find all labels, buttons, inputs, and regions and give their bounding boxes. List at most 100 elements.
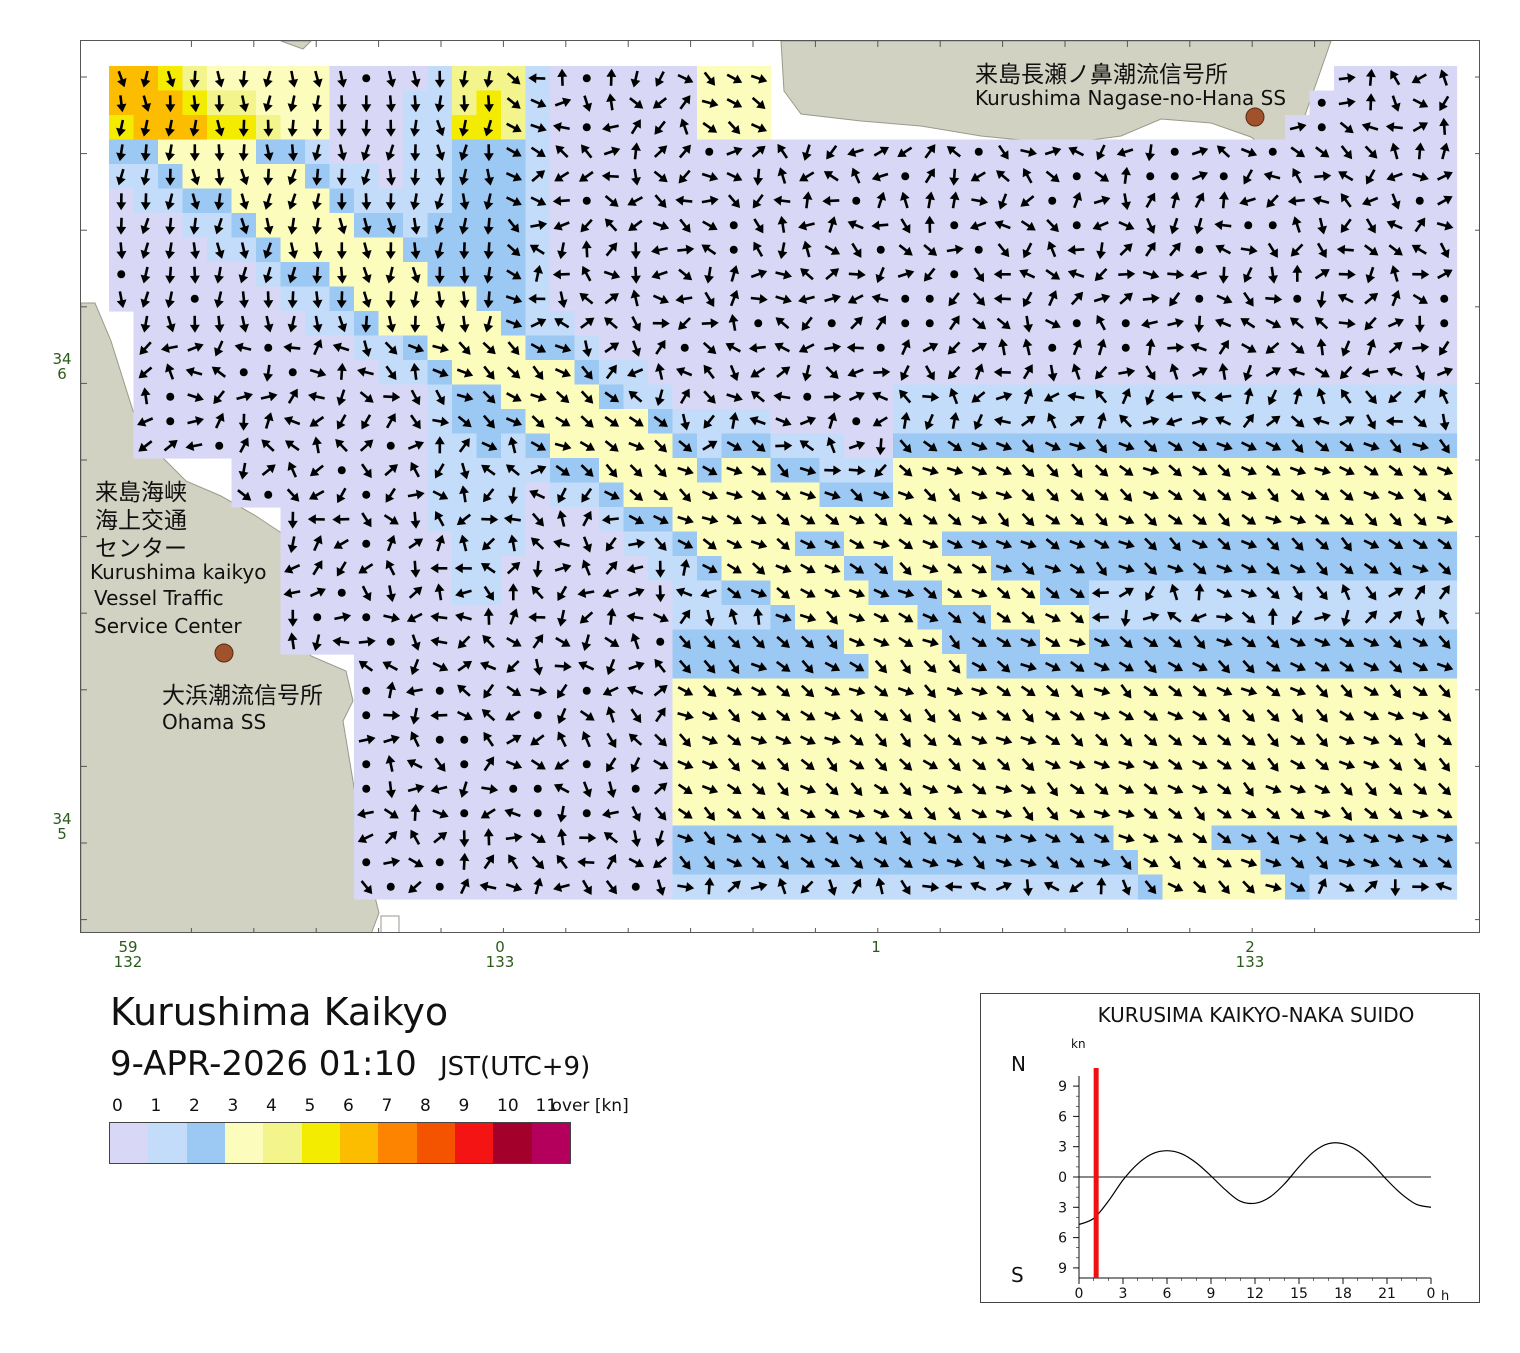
slack-point (876, 245, 885, 254)
slack-point (362, 711, 371, 720)
legend-swatch (186, 1123, 225, 1163)
slack-point (386, 441, 395, 450)
legend-swatch (301, 1123, 340, 1163)
slack-point (386, 882, 395, 891)
slack-point (1048, 196, 1057, 205)
legend-swatch (454, 1123, 494, 1163)
legend-tick-label: 1 (150, 1096, 162, 1116)
slack-point (362, 686, 371, 695)
slack-point (729, 245, 738, 254)
legend-swatch (339, 1123, 379, 1163)
slack-point (582, 760, 591, 769)
legend-tick-label: 4 (266, 1096, 277, 1116)
slack-point (1146, 172, 1155, 181)
current-map[interactable] (80, 40, 1480, 933)
slack-point (974, 147, 983, 156)
tide-chart-unit: kn (1071, 1037, 1086, 1051)
slack-point (362, 613, 371, 622)
legend-swatch (416, 1123, 455, 1163)
slack-point (1317, 123, 1326, 132)
slack-point (1440, 294, 1449, 303)
slack-point (362, 539, 371, 548)
slack-point (190, 294, 199, 303)
slack-point (435, 882, 444, 891)
slack-point (288, 368, 297, 377)
legend-tick-labels: 0 1 2 3 4 5 6 7 8 9 10 11 over [kn] (110, 1096, 670, 1118)
legend-swatch (148, 1123, 187, 1163)
tide-x-tick-label: 0 (1427, 1286, 1436, 1302)
tide-x-tick-label: 15 (1290, 1286, 1308, 1302)
legend-tick-label: 6 (343, 1096, 354, 1116)
tide-y-tick-label: 6 (1058, 1109, 1067, 1125)
legend-tick-label: 7 (381, 1096, 393, 1116)
slack-point (680, 343, 689, 352)
vts-label-en-line3: Service Center (94, 614, 242, 638)
lat-label-6: 34 6 (52, 350, 72, 383)
vts-label-en-line2: Vessel Traffic (94, 586, 224, 610)
tide-north-label: N (1011, 1052, 1026, 1076)
slack-point (705, 147, 714, 156)
slack-point (435, 686, 444, 695)
slack-point (264, 490, 273, 499)
slack-point (362, 858, 371, 867)
slack-point (166, 392, 175, 401)
slack-point (974, 245, 983, 254)
slack-point (950, 270, 959, 279)
legend-tick-label: 9 (458, 1096, 470, 1116)
legend-tick-label: 5 (304, 1096, 316, 1116)
legend-tick-label: 10 (497, 1096, 519, 1116)
slack-point (1268, 147, 1277, 156)
legend-tick-label: 0 (112, 1096, 123, 1116)
slack-point (533, 711, 542, 720)
slack-point (533, 809, 542, 818)
current-map-canvas (81, 41, 1479, 932)
legend-over-label: over [kn] (551, 1096, 629, 1116)
slack-point (852, 196, 861, 205)
legend-tick-label: 8 (420, 1096, 431, 1116)
slack-point (362, 760, 371, 769)
slack-point (803, 392, 812, 401)
legend-tick-label: 2 (189, 1096, 200, 1116)
slack-point (582, 74, 591, 83)
slack-point (215, 441, 224, 450)
slack-point (729, 221, 738, 230)
slack-point (1072, 172, 1081, 181)
slack-point (362, 490, 371, 499)
tide-y-tick-label: 3 (1058, 1200, 1067, 1216)
slack-point (166, 417, 175, 426)
slack-point (386, 637, 395, 646)
slack-point (582, 196, 591, 205)
vts-label-jp-line3: センター (95, 536, 187, 562)
land-north-tip (280, 41, 312, 50)
slack-point (239, 368, 248, 377)
map-datetime: 9-APR-2026 01:10 (110, 1044, 417, 1084)
slack-point (1195, 294, 1204, 303)
nagase-station-label-jp: 来島長瀬ノ鼻潮流信号所 (975, 62, 1228, 88)
tide-x-tick-label: 0 (1075, 1286, 1084, 1302)
legend-swatch (493, 1123, 532, 1163)
slack-point (582, 686, 591, 695)
legend-swatch (378, 1123, 417, 1163)
nagase-station-label-en: Kurushima Nagase-no-Hana SS (975, 86, 1287, 110)
slack-point (1072, 319, 1081, 328)
lon-label-2: 2 133 (1235, 938, 1265, 971)
lon-label-59: 59 132 (113, 938, 143, 971)
slack-point (582, 123, 591, 132)
tide-y-tick-label: 9 (1058, 1261, 1067, 1277)
legend-swatch (531, 1123, 570, 1163)
tide-x-tick-label: 3 (1119, 1286, 1128, 1302)
tide-chart: KURUSIMA KAIKYO-NAKA SUIDO kn N S 9 6 3 0 3 6 9 0 3 6… (980, 993, 1480, 1304)
slack-point (1195, 245, 1204, 254)
slack-point (1293, 294, 1302, 303)
ohama-station-marker (214, 643, 234, 663)
slack-point (901, 319, 910, 328)
legend-swatch (224, 1123, 264, 1163)
tide-y-tick-label: 9 (1058, 1079, 1067, 1095)
tide-x-tick-label: 18 (1334, 1286, 1352, 1302)
lon-label-0: 0 133 (485, 938, 515, 971)
slack-point (1170, 172, 1179, 181)
tide-x-unit: h (1441, 1289, 1449, 1302)
lon-label-1: 1 (871, 938, 881, 956)
ohama-station-label-jp: 大浜潮流信号所 (162, 683, 323, 709)
slack-point (1170, 147, 1179, 156)
